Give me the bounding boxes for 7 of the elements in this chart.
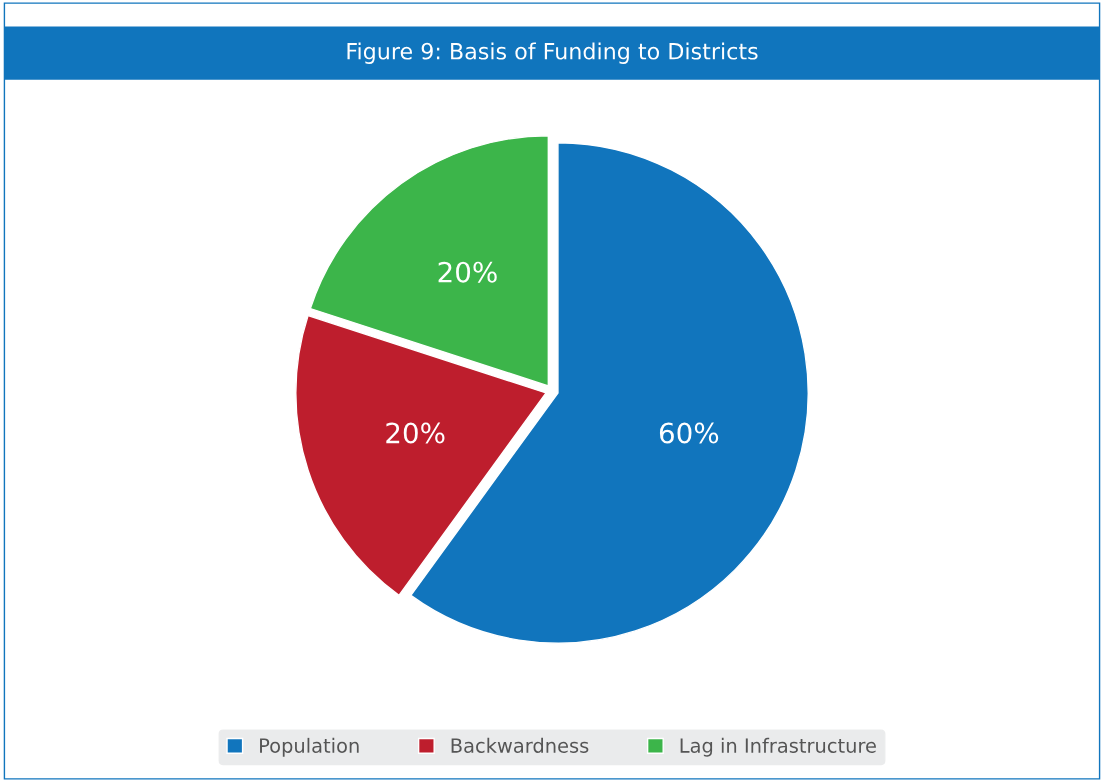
legend-label: Backwardness xyxy=(451,737,589,753)
legend-label: Lag in Infrastructure xyxy=(680,737,876,757)
data-label: 20% xyxy=(438,261,497,283)
data-label: 60% xyxy=(659,422,719,444)
data-label: 20% xyxy=(386,422,445,444)
legend-label: Population xyxy=(260,737,359,757)
chart-title: Figure 9: Basis of Funding to Districts xyxy=(347,42,758,64)
